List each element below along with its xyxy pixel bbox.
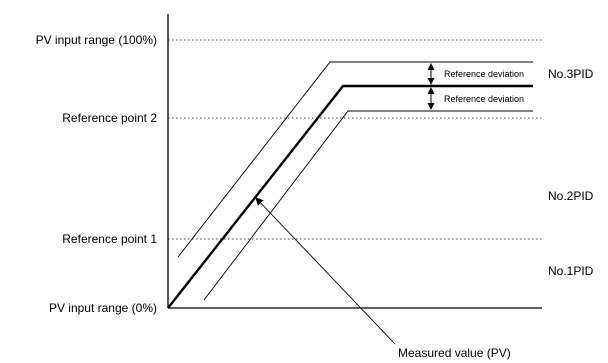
- measured-value-label: Measured value (PV): [398, 346, 511, 360]
- lower-deviation-label: Reference deviation: [444, 94, 524, 104]
- pv-100-label: PV input range (100%): [36, 33, 157, 47]
- upper-deviation-line: [177, 61, 533, 258]
- measured-value-line: [167, 84, 533, 309]
- lower-deviation-line: [203, 110, 533, 301]
- pv-0-label: PV input range (0%): [49, 301, 157, 315]
- pid1-label: No.1PID: [548, 264, 594, 278]
- lower-deviation-arrow: [427, 87, 435, 110]
- ref2-label: Reference point 2: [62, 111, 157, 125]
- pid2-label: No.2PID: [548, 189, 594, 203]
- upper-deviation-label: Reference deviation: [444, 69, 524, 79]
- ref1-label: Reference point 1: [62, 232, 157, 246]
- upper-deviation-arrow: [427, 63, 435, 85]
- measured-value-pointer: [255, 197, 396, 345]
- pid3-label: No.3PID: [548, 67, 594, 81]
